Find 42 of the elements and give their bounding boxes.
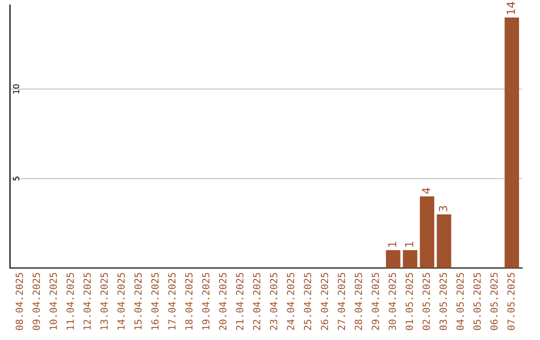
y-tick-label: 10 (12, 84, 20, 94)
x-tick-label: 24.04.2025 (286, 272, 294, 330)
x-tick-label: 10.04.2025 (50, 272, 57, 330)
x-tick-label: 22.04.2025 (253, 272, 260, 330)
x-tick-label: 19.04.2025 (202, 272, 210, 330)
x-tick-label: 21.04.2025 (236, 272, 244, 330)
bar (386, 250, 400, 268)
data-label: 1 (388, 242, 396, 247)
bar (504, 18, 520, 268)
x-tick-label: 01.05.2025 (406, 272, 413, 330)
data-label: 14 (506, 2, 515, 14)
x-tick-label: 05.05.2025 (473, 272, 481, 330)
data-label: 4 (422, 188, 430, 194)
x-tick-label: 11.04.2025 (66, 272, 74, 330)
x-tick-label: 18.04.2025 (185, 272, 193, 330)
x-tick-label: 16.04.2025 (151, 272, 159, 330)
x-tick-label: 29.04.2025 (372, 272, 380, 330)
data-label: 3 (438, 206, 448, 212)
y-tick-label: 5 (13, 176, 20, 181)
x-tick-label: 07.05.2025 (507, 272, 515, 330)
x-tick-label: 27.04.2025 (338, 272, 346, 330)
x-tick-label: 20.04.2025 (219, 272, 226, 330)
x-tick-label: 13.04.2025 (100, 272, 108, 330)
x-tick-label: 12.04.2025 (83, 272, 91, 330)
x-tick-label: 26.04.2025 (320, 272, 328, 330)
x-tick-label: 14.04.2025 (117, 272, 125, 330)
x-tick-label: 17.04.2025 (168, 272, 176, 330)
data-label: 1 (405, 242, 414, 247)
x-tick-label: 30.04.2025 (388, 272, 396, 330)
x-tick-label: 23.04.2025 (270, 272, 278, 330)
x-tick-label: 08.04.2025 (16, 272, 24, 330)
bar (402, 250, 418, 268)
bar (436, 214, 452, 268)
x-tick-label: 15.04.2025 (134, 272, 142, 330)
x-tick-label: 09.04.2025 (32, 272, 40, 330)
x-tick-label: 04.05.2025 (456, 272, 464, 330)
bar (420, 196, 434, 268)
x-tick-label: 03.05.2025 (440, 272, 447, 330)
x-tick-label: 02.05.2025 (422, 272, 430, 330)
x-tick-label: 28.04.2025 (354, 272, 362, 330)
x-tick-label: 06.05.2025 (490, 272, 498, 330)
x-tick-label: 25.04.2025 (304, 272, 312, 330)
